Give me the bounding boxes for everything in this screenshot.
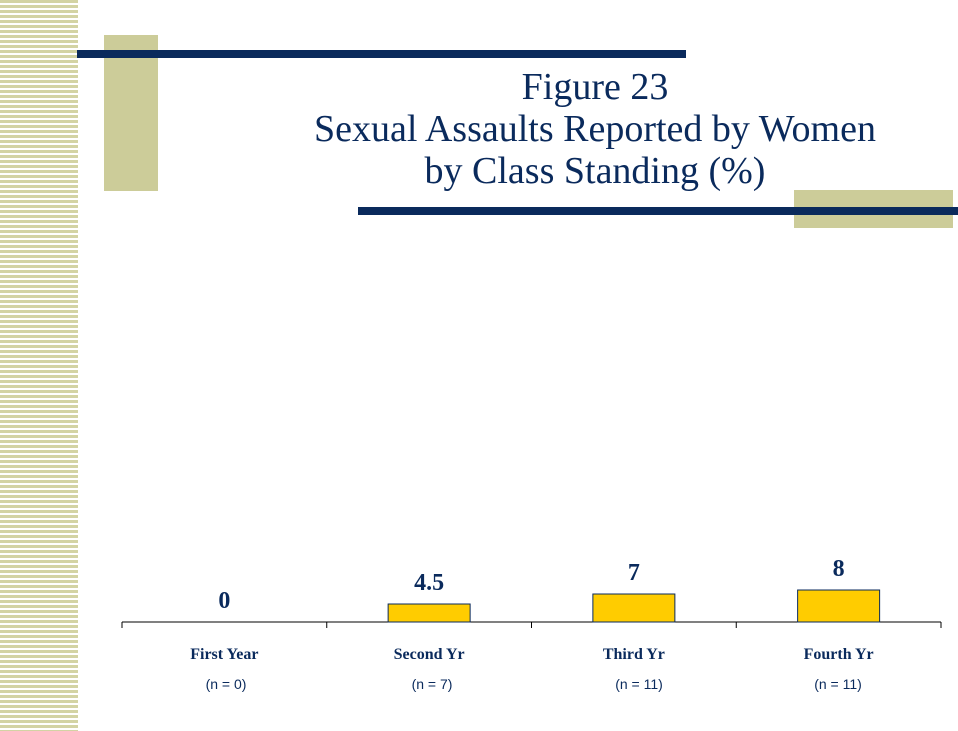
sample-size-second-yr: (n = 7) xyxy=(411,676,453,692)
sample-size-third-yr: (n = 11) xyxy=(615,676,663,692)
category-label: Third Yr xyxy=(603,646,665,663)
title-line-1: Figure 23 xyxy=(521,66,669,108)
category-label: Fourth Yr xyxy=(804,646,874,663)
bar-second-yr xyxy=(387,603,471,623)
title-line-2: Sexual Assaults Reported by Women xyxy=(314,108,876,150)
data-label: 0 xyxy=(218,588,230,614)
slide-title: Figure 23 Sexual Assaults Reported by Wo… xyxy=(250,66,940,192)
category-label: Second Yr xyxy=(394,646,465,663)
bar-third-yr xyxy=(592,593,676,623)
data-label: 4.5 xyxy=(414,570,444,596)
bar-fourth-yr xyxy=(797,589,881,623)
olive-block-decoration-left xyxy=(104,35,158,191)
navy-rule-top xyxy=(77,50,686,58)
sample-size-first-year: (n = 0) xyxy=(205,676,247,692)
category-label: First Year xyxy=(190,646,258,663)
title-line-3: by Class Standing (%) xyxy=(424,150,766,192)
sample-size-fourth-yr: (n = 11) xyxy=(814,676,862,692)
side-stripe-decoration xyxy=(0,0,78,731)
data-label: 7 xyxy=(628,560,640,586)
data-label: 8 xyxy=(833,556,845,582)
navy-rule-bottom xyxy=(358,207,958,215)
